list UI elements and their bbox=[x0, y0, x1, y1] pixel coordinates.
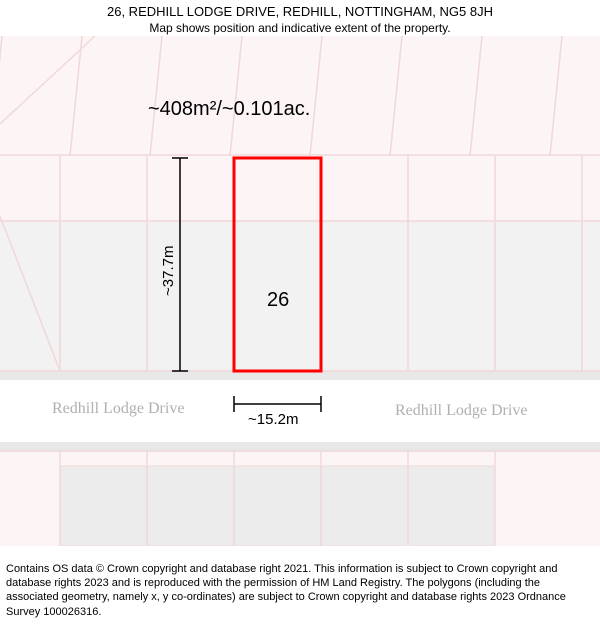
copyright-footer: Contains OS data © Crown copyright and d… bbox=[6, 562, 594, 619]
header: 26, REDHILL LODGE DRIVE, REDHILL, NOTTIN… bbox=[0, 4, 600, 35]
dimension-height-text: ~37.7m bbox=[160, 246, 177, 296]
page-title: 26, REDHILL LODGE DRIVE, REDHILL, NOTTIN… bbox=[0, 4, 600, 19]
plot-number-label: 26 bbox=[267, 289, 289, 312]
map: ~408m²/~0.101ac. 26 ~37.7m ~15.2m Redhil… bbox=[0, 36, 600, 546]
street-name-left: Redhill Lodge Drive bbox=[52, 400, 184, 418]
street-name-right: Redhill Lodge Drive bbox=[395, 402, 527, 420]
page-subtitle: Map shows position and indicative extent… bbox=[0, 21, 600, 35]
dimension-width-text: ~15.2m bbox=[248, 411, 298, 428]
area-label: ~408m²/~0.101ac. bbox=[148, 98, 310, 121]
